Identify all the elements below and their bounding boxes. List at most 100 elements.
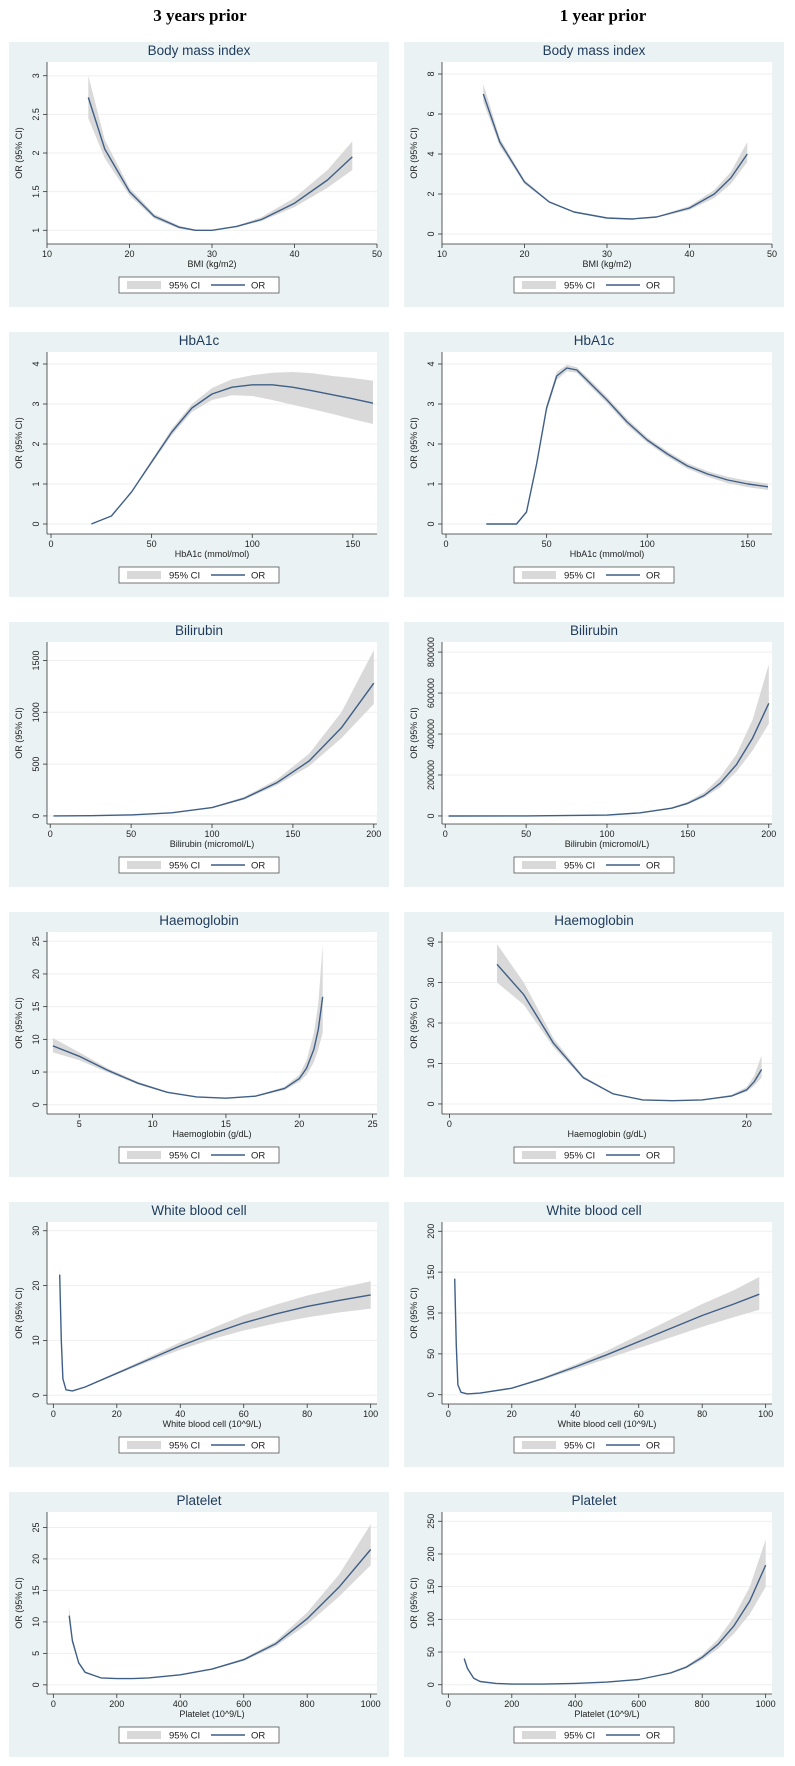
y-tick-label: 30 [31, 1226, 41, 1236]
x-tick-label: 30 [602, 249, 612, 259]
x-tick-label: 200 [761, 829, 776, 839]
chart-panel: HbA1c 0 1 2 3 4 0 50 100 150 HbA1c (mmol/mol) OR (9… [9, 332, 389, 597]
chart-title: Bilirubin [570, 623, 618, 638]
x-tick-label: 30 [207, 249, 217, 259]
plot-area [442, 352, 772, 534]
legend-ci-swatch [522, 1151, 556, 1159]
y-tick-label: 2.5 [31, 108, 41, 121]
chart-svg: HbA1c 0 1 2 3 4 0 50 100 150 HbA1c (mmol/mol) OR (9… [14, 333, 377, 584]
or-line [52, 996, 324, 1099]
y-tick-label: 10 [31, 1335, 41, 1345]
chart-title: Haemoglobin [159, 913, 239, 928]
plot-area [47, 932, 377, 1114]
x-axis-label: BMI (kg/m2) [187, 259, 236, 269]
legend: 95% CI OR [118, 856, 280, 874]
chart-svg: Bilirubin 0 200000 400000 600000 800000 0 50 100… [409, 623, 776, 874]
y-tick-label: 200000 [426, 760, 436, 790]
or-line [68, 1549, 372, 1680]
legend: 95% CI OR [513, 276, 675, 294]
or-line [482, 93, 748, 220]
x-tick-label: 50 [372, 249, 382, 259]
y-tick-label: 0 [31, 521, 41, 526]
legend-or-label: OR [646, 1151, 660, 1162]
y-axis-label: OR (95% CI) [14, 1577, 24, 1629]
x-tick-label: 1000 [361, 1699, 381, 1709]
legend-or-label: OR [251, 571, 265, 582]
legend-ci-swatch [522, 1731, 556, 1739]
x-tick-label: 0 [49, 539, 54, 549]
y-tick-label: 200 [426, 1224, 436, 1239]
legend-ci-swatch [127, 281, 161, 289]
chart-panel: Haemoglobin 0 5 10 15 20 25 5 10 15 20 25 Haemoglobi… [9, 912, 389, 1177]
x-tick-label: 0 [444, 539, 449, 549]
ci-band [52, 944, 323, 1099]
legend: 95% CI OR [513, 856, 675, 874]
chart-panel: White blood cell 0 10 20 30 0 20 40 60 80 100 White… [9, 1202, 389, 1467]
chart-svg: White blood cell 0 10 20 30 0 20 40 60 80 100 White… [14, 1203, 378, 1454]
y-axis-label: OR (95% CI) [409, 707, 419, 759]
x-tick-label: 100 [204, 829, 219, 839]
y-tick-label: 600000 [426, 678, 436, 708]
x-axis-label: HbA1c (mmol/mol) [570, 549, 645, 559]
chart-panel: Bilirubin 0 200000 400000 600000 800000 0 50 100… [404, 622, 784, 887]
chart-panel: Body mass index 0 2 4 6 8 10 20 30 40 50 BMI (kg/m2… [404, 42, 784, 307]
legend-or-label: OR [251, 1441, 265, 1452]
x-tick-label: 0 [51, 1409, 56, 1419]
x-tick-label: 20 [124, 249, 134, 259]
y-tick-label: 10 [31, 1034, 41, 1044]
y-tick-label: 1500 [31, 650, 41, 670]
x-tick-label: 0 [51, 1699, 56, 1709]
chart-panel: Haemoglobin 0 10 20 30 40 0 20 Haemoglobin (g/dL… [404, 912, 784, 1177]
ci-band [53, 650, 374, 816]
x-tick-label: 100 [640, 539, 655, 549]
x-tick-label: 20 [742, 1119, 752, 1129]
x-tick-label: 150 [680, 829, 695, 839]
legend: 95% CI OR [118, 1726, 280, 1744]
column-header-3-years: 3 years prior [153, 6, 247, 25]
y-axis-label: OR (95% CI) [409, 127, 419, 179]
x-tick-label: 150 [345, 539, 360, 549]
legend-or-label: OR [646, 861, 660, 872]
legend-ci-label: 95% CI [169, 1731, 200, 1742]
chart-svg: Body mass index 0 2 4 6 8 10 20 30 40 50 BMI (kg/m2… [409, 43, 777, 294]
legend-ci-label: 95% CI [564, 1151, 595, 1162]
legend: 95% CI OR [513, 1146, 675, 1164]
x-tick-label: 5 [77, 1119, 82, 1129]
chart-title: HbA1c [574, 333, 615, 348]
legend: 95% CI OR [118, 276, 280, 294]
y-tick-label: 800000 [426, 637, 436, 667]
y-axis-label: OR (95% CI) [14, 127, 24, 179]
y-axis-label: OR (95% CI) [409, 1577, 419, 1629]
y-tick-label: 0 [426, 1101, 436, 1106]
x-tick-label: 50 [767, 249, 777, 259]
x-tick-label: 150 [285, 829, 300, 839]
y-tick-label: 25 [31, 1522, 41, 1532]
x-tick-label: 0 [443, 829, 448, 839]
y-tick-label: 3 [31, 73, 41, 78]
chart-svg: White blood cell 0 50 100 150 200 0 20 40 60 80 100… [409, 1203, 773, 1454]
y-tick-label: 3 [31, 401, 41, 406]
y-tick-label: 5 [31, 1070, 41, 1075]
or-line [486, 367, 769, 525]
chart-svg: Bilirubin 0 500 1000 1500 0 50 100 150 200 Bilirub… [14, 623, 381, 874]
x-tick-label: 40 [570, 1409, 580, 1419]
legend-ci-label: 95% CI [169, 281, 200, 292]
x-axis-label: White blood cell (10^9/L) [163, 1419, 262, 1429]
chart-svg: Platelet 0 50 100 150 200 250 0 200 400 600 800 1000… [409, 1493, 776, 1744]
y-tick-label: 25 [31, 936, 41, 946]
or-line [91, 384, 374, 525]
x-tick-label: 40 [289, 249, 299, 259]
legend-or-label: OR [251, 1151, 265, 1162]
chart-panel: Bilirubin 0 500 1000 1500 0 50 100 150 200 Bilirub… [9, 622, 389, 887]
legend-ci-label: 95% CI [169, 1151, 200, 1162]
x-tick-label: 20 [294, 1119, 304, 1129]
x-tick-label: 10 [148, 1119, 158, 1129]
x-tick-label: 200 [504, 1699, 519, 1709]
y-tick-label: 0 [31, 813, 41, 818]
legend: 95% CI OR [118, 1146, 280, 1164]
x-tick-label: 600 [631, 1699, 646, 1709]
y-tick-label: 20 [426, 1018, 436, 1028]
chart-panel: HbA1c 0 1 2 3 4 0 50 100 150 HbA1c (mmol/mol) OR (9… [404, 332, 784, 597]
x-tick-label: 800 [695, 1699, 710, 1709]
x-tick-label: 50 [126, 829, 136, 839]
